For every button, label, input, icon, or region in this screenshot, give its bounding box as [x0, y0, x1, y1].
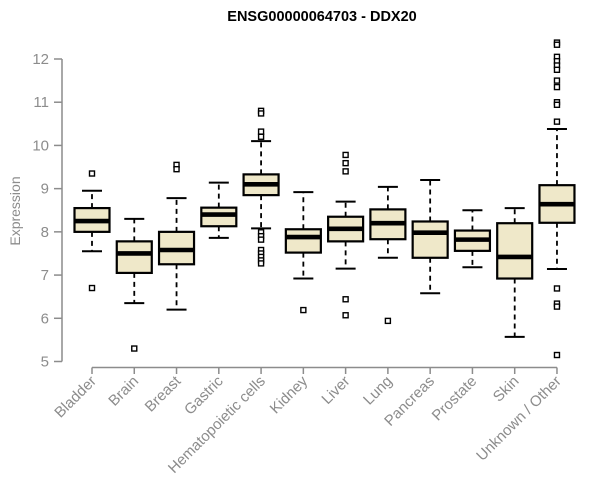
box-kidney — [284, 191, 322, 314]
box-hematopoietic-cells — [242, 107, 280, 267]
x-category-label: Bladder — [51, 373, 100, 422]
iqr-box — [284, 228, 322, 254]
outlier-point — [257, 133, 265, 140]
box-bladder — [73, 170, 111, 292]
outlier-point — [342, 159, 349, 167]
outlier-point — [257, 236, 265, 243]
box-brain — [115, 217, 153, 352]
y-tick-label: 8 — [41, 224, 49, 241]
outlier-point — [342, 151, 349, 159]
outlier-point — [553, 83, 561, 91]
outlier-point — [384, 317, 392, 325]
x-category-label: Kidney — [267, 372, 312, 417]
outlier-point — [342, 296, 349, 303]
outlier-point — [553, 66, 561, 74]
outlier-point — [300, 306, 307, 314]
outlier-point — [131, 345, 138, 352]
outlier-point — [553, 285, 561, 292]
outlier-point — [553, 351, 561, 359]
x-category-label: Skin — [490, 373, 523, 406]
iqr-box — [200, 206, 238, 228]
outlier-point — [553, 118, 561, 125]
y-tick-label: 6 — [41, 310, 49, 327]
y-tick-label: 12 — [32, 51, 49, 68]
chart-title: ENSG00000064703 - DDX20 — [227, 9, 417, 25]
outlier-point — [553, 101, 561, 109]
outlier-point — [257, 110, 265, 117]
outlier-point — [257, 260, 265, 267]
y-tick-label: 10 — [32, 137, 49, 154]
box-liver — [327, 151, 365, 319]
outlier-point — [88, 284, 96, 292]
y-tick-label: 7 — [41, 267, 49, 284]
box-gastric — [200, 181, 238, 239]
x-category-label: Breast — [142, 372, 185, 415]
y-axis-title: Expression — [7, 176, 23, 246]
outlier-point — [553, 41, 561, 48]
box-breast — [157, 161, 196, 311]
y-tick-label: 9 — [41, 181, 49, 198]
x-category-label: Lung — [360, 373, 396, 409]
outlier-point — [257, 128, 265, 135]
iqr-box — [496, 222, 534, 280]
y-tick-label: 11 — [33, 94, 49, 111]
iqr-box — [411, 220, 449, 259]
outlier-point — [88, 170, 96, 177]
outlier-point — [173, 165, 180, 173]
x-category-label: Prostate — [429, 373, 481, 425]
box-skin — [496, 207, 534, 338]
outlier-point — [553, 77, 561, 84]
x-category-label: Liver — [318, 373, 353, 408]
box-prostate — [453, 209, 492, 269]
box-unknown-other — [538, 39, 576, 359]
outlier-point — [342, 168, 349, 175]
y-tick-label: 5 — [41, 353, 49, 370]
box-lung — [369, 185, 407, 325]
iqr-box — [115, 240, 153, 275]
x-category-label: Brain — [105, 373, 142, 410]
outlier-point — [342, 312, 349, 319]
outlier-point — [553, 303, 561, 310]
box-pancreas — [411, 178, 449, 295]
